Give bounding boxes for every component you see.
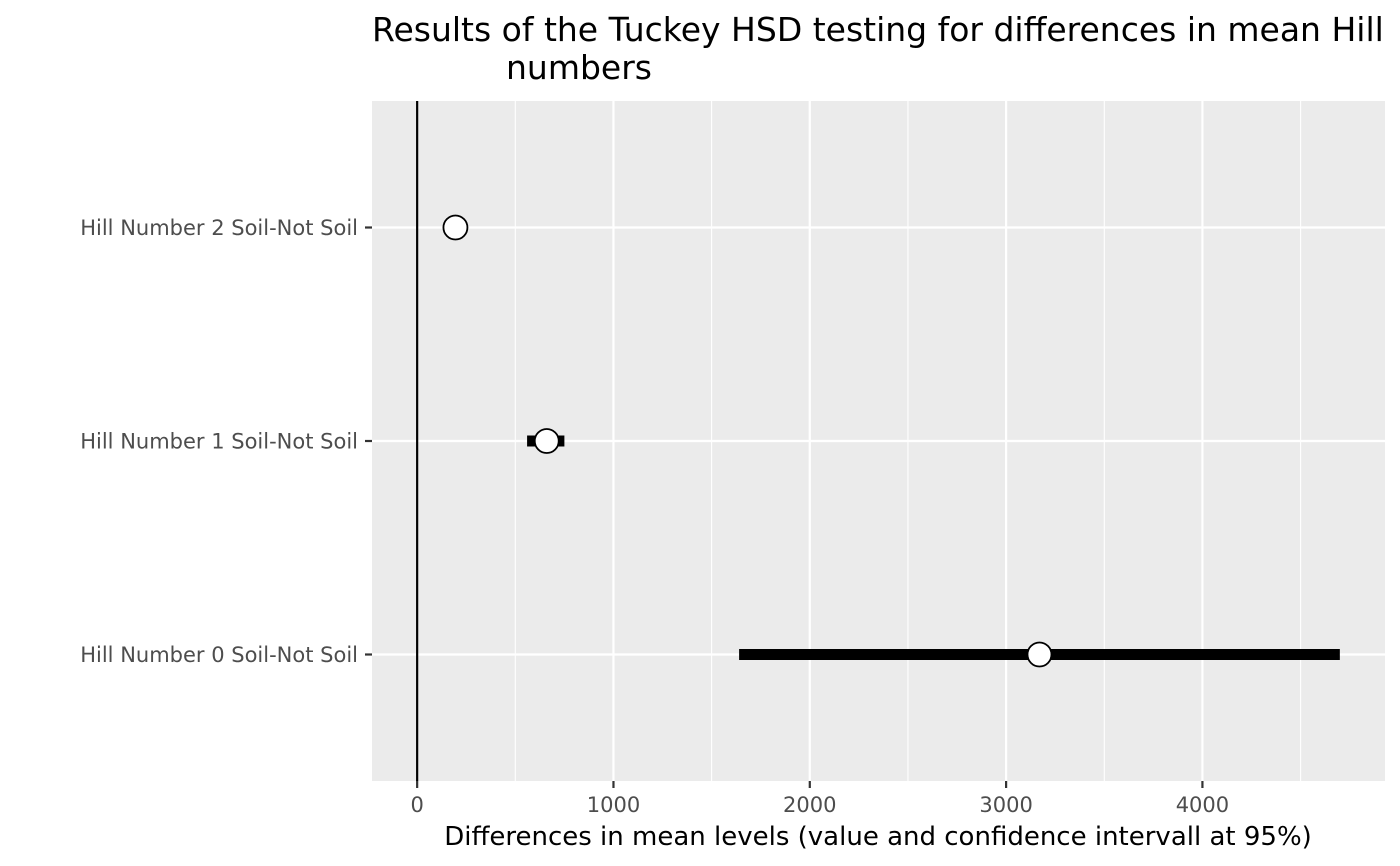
- estimate-point: [533, 428, 560, 454]
- y-tick-label: Hill Number 1 Soil-Not Soil: [80, 430, 358, 454]
- x-tick-label: 2000: [783, 793, 836, 817]
- y-tick-label: Hill Number 2 Soil-Not Soil: [80, 216, 358, 240]
- chart-title-line-1: Results of the Tuckey HSD testing for di…: [372, 10, 1384, 49]
- x-tick-label: 3000: [979, 793, 1032, 817]
- x-tick-label: 1000: [587, 793, 640, 817]
- estimate-point: [1026, 641, 1053, 668]
- estimate-points: [442, 214, 1053, 668]
- x-axis-title: Differences in mean levels (value and co…: [444, 822, 1312, 852]
- x-tick-label: 0: [410, 793, 423, 817]
- estimate-point: [442, 214, 469, 241]
- y-tick-label: Hill Number 0 Soil-Not Soil: [80, 643, 358, 667]
- x-axis: 0 1000 2000 3000 4000: [410, 781, 1229, 817]
- y-axis: Hill Number 2 Soil-Not Soil Hill Number 1…: [80, 216, 372, 667]
- chart-title-line-2: numbers: [506, 48, 652, 87]
- x-tick-label: 4000: [1176, 793, 1229, 817]
